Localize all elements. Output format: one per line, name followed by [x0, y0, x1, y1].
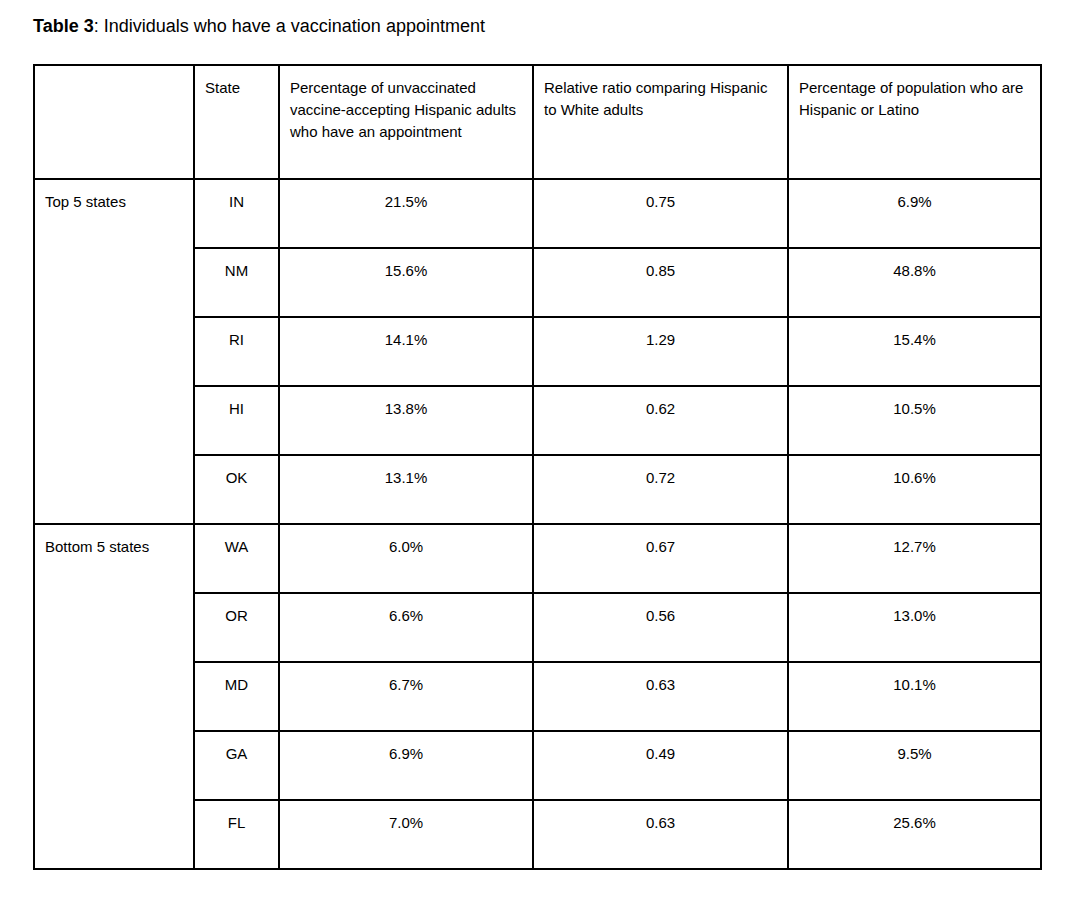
relative-ratio-cell: 0.85	[533, 248, 788, 317]
pct-appointment-cell: 13.8%	[279, 386, 533, 455]
group-label-bottom5: Bottom 5 states	[34, 524, 194, 869]
header-group-empty	[34, 65, 194, 179]
header-pct-population: Percentage of population who are Hispani…	[788, 65, 1041, 179]
pct-population-cell: 13.0%	[788, 593, 1041, 662]
pct-population-cell: 10.1%	[788, 662, 1041, 731]
table-title-text: : Individuals who have a vaccination app…	[94, 16, 485, 36]
state-cell: OK	[194, 455, 279, 524]
relative-ratio-cell: 0.63	[533, 662, 788, 731]
pct-appointment-cell: 6.9%	[279, 731, 533, 800]
relative-ratio-cell: 0.49	[533, 731, 788, 800]
relative-ratio-cell: 1.29	[533, 317, 788, 386]
table-title: Table 3: Individuals who have a vaccinat…	[0, 0, 1072, 37]
pct-population-cell: 12.7%	[788, 524, 1041, 593]
pct-population-cell: 9.5%	[788, 731, 1041, 800]
state-cell: GA	[194, 731, 279, 800]
pct-population-cell: 15.4%	[788, 317, 1041, 386]
header-state: State	[194, 65, 279, 179]
relative-ratio-cell: 0.67	[533, 524, 788, 593]
pct-population-cell: 48.8%	[788, 248, 1041, 317]
pct-appointment-cell: 15.6%	[279, 248, 533, 317]
vaccination-appointment-table: State Percentage of unvaccinated vaccine…	[33, 64, 1042, 870]
table-row: Bottom 5 states WA 6.0% 0.67 12.7%	[34, 524, 1041, 593]
state-cell: OR	[194, 593, 279, 662]
table-title-label: Table 3	[33, 16, 94, 36]
relative-ratio-cell: 0.56	[533, 593, 788, 662]
state-cell: IN	[194, 179, 279, 248]
pct-appointment-cell: 6.7%	[279, 662, 533, 731]
header-pct-appointment: Percentage of unvaccinated vaccine-accep…	[279, 65, 533, 179]
pct-population-cell: 10.5%	[788, 386, 1041, 455]
pct-appointment-cell: 6.6%	[279, 593, 533, 662]
relative-ratio-cell: 0.72	[533, 455, 788, 524]
pct-appointment-cell: 21.5%	[279, 179, 533, 248]
state-cell: RI	[194, 317, 279, 386]
group-label-top5: Top 5 states	[34, 179, 194, 524]
pct-population-cell: 10.6%	[788, 455, 1041, 524]
header-relative-ratio: Relative ratio comparing Hispanic to Whi…	[533, 65, 788, 179]
relative-ratio-cell: 0.75	[533, 179, 788, 248]
table-row: Top 5 states IN 21.5% 0.75 6.9%	[34, 179, 1041, 248]
state-cell: FL	[194, 800, 279, 869]
relative-ratio-cell: 0.62	[533, 386, 788, 455]
pct-appointment-cell: 13.1%	[279, 455, 533, 524]
header-row: State Percentage of unvaccinated vaccine…	[34, 65, 1041, 179]
state-cell: HI	[194, 386, 279, 455]
state-cell: NM	[194, 248, 279, 317]
relative-ratio-cell: 0.63	[533, 800, 788, 869]
pct-population-cell: 6.9%	[788, 179, 1041, 248]
page: Table 3: Individuals who have a vaccinat…	[0, 0, 1072, 900]
state-cell: MD	[194, 662, 279, 731]
pct-appointment-cell: 6.0%	[279, 524, 533, 593]
pct-appointment-cell: 14.1%	[279, 317, 533, 386]
state-cell: WA	[194, 524, 279, 593]
pct-population-cell: 25.6%	[788, 800, 1041, 869]
pct-appointment-cell: 7.0%	[279, 800, 533, 869]
